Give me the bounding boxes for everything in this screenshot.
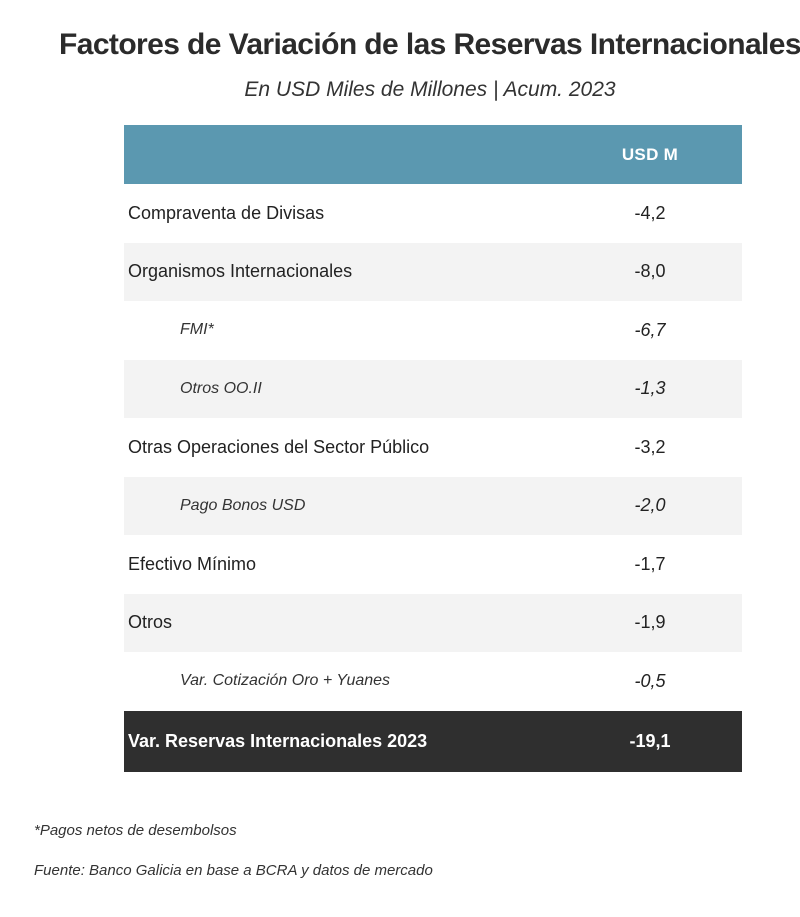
table-row: Organismos Internacionales -8,0 <box>124 242 742 301</box>
header-value-column: USD M <box>621 145 679 164</box>
table-subrow: FMI* -6,7 <box>124 301 742 360</box>
row-value: -1,9 <box>634 612 666 633</box>
row-label: Efectivo Mínimo <box>128 553 257 574</box>
table-row: Compraventa de Divisas -4,2 <box>124 184 742 243</box>
row-value: -2,0 <box>634 495 666 516</box>
row-value: -8,0 <box>634 261 666 282</box>
total-value: -19,1 <box>629 730 671 751</box>
table-row: Otras Operaciones del Sector Público -3,… <box>124 418 742 477</box>
document-title: Factores de Variación de las Reservas In… <box>59 28 800 61</box>
row-label: Compraventa de Divisas <box>128 202 325 223</box>
total-label: Var. Reservas Internacionales 2023 <box>128 730 428 751</box>
reserves-table: USD M Compraventa de Divisas -4,2 Organi… <box>124 125 742 772</box>
row-label: Organismos Internacionales <box>128 261 353 282</box>
table-subrow: Otros OO.II -1,3 <box>124 359 742 418</box>
table-subrow: Pago Bonos USD -2,0 <box>124 476 742 535</box>
footnote: *Pagos netos de desembolsos <box>34 822 237 839</box>
row-value: -6,7 <box>634 319 666 340</box>
row-label: Otros <box>128 612 173 633</box>
row-label: Otras Operaciones del Sector Público <box>128 436 430 457</box>
row-value: -4,2 <box>634 202 666 223</box>
table-subrow: Var. Cotización Oro + Yuanes -0,5 <box>124 652 742 711</box>
table-row: Otros -1,9 <box>124 593 742 652</box>
table-row: Efectivo Mínimo -1,7 <box>124 535 742 594</box>
row-label: FMI* <box>180 321 214 339</box>
table-header: USD M <box>124 125 742 184</box>
table-total-row: Var. Reservas Internacionales 2023 -19,1 <box>124 710 742 772</box>
row-label: Var. Cotización Oro + Yuanes <box>180 672 391 690</box>
row-value: -1,3 <box>634 378 666 399</box>
row-value: -0,5 <box>634 670 666 691</box>
row-value: -1,7 <box>634 553 666 574</box>
row-value: -3,2 <box>634 436 666 457</box>
source-note: Fuente: Banco Galicia en base a BCRA y d… <box>34 862 433 879</box>
row-label: Otros OO.II <box>180 379 262 397</box>
document-subtitle: En USD Miles de Millones | Acum. 2023 <box>244 78 616 101</box>
row-label: Pago Bonos USD <box>180 496 306 514</box>
